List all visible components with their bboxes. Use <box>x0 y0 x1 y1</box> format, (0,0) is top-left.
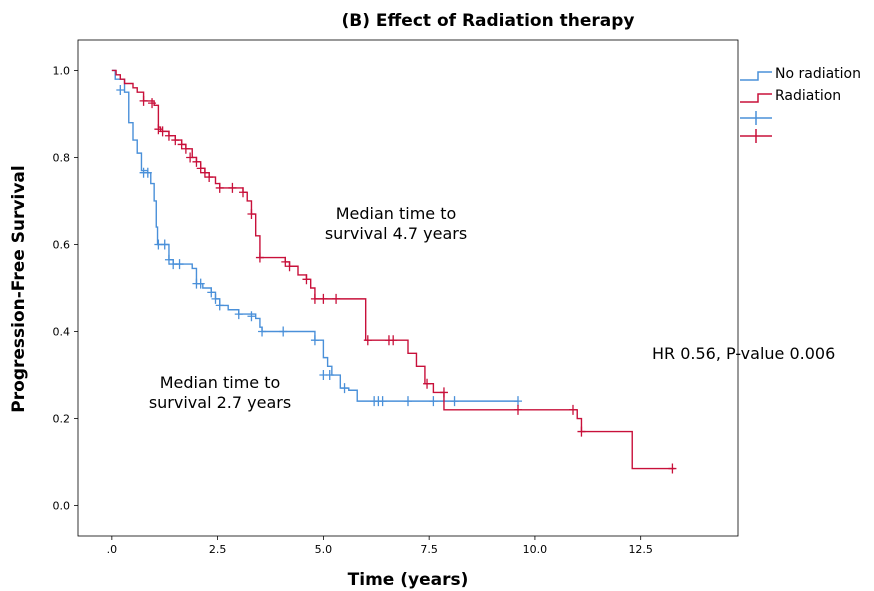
legend-step-symbol-radiation <box>740 93 772 103</box>
y-axis: 0.0 0.2 0.4 0.6 0.8 1.0 <box>53 64 78 513</box>
censor-mark-no-radiation <box>340 383 349 394</box>
censor-mark-no-radiation <box>143 167 152 178</box>
censor-mark-radiation <box>158 126 167 137</box>
censor-mark-no-radiation <box>116 85 125 96</box>
legend-item-radiation: Radiation <box>740 88 841 104</box>
censor-mark-radiation <box>196 163 205 174</box>
x-axis-label: Time (years) <box>348 570 469 590</box>
annotation-line: Median time to <box>336 204 457 223</box>
legend-censored-symbol-radiation <box>740 129 772 143</box>
survival-curve-no-radiation <box>111 69 518 402</box>
censor-mark-no-radiation <box>404 396 412 407</box>
censor-mark-radiation <box>302 274 311 285</box>
annotation-radiation-median: Median time to survival 4.7 years <box>325 204 467 243</box>
series-layer <box>111 69 677 474</box>
censor-mark-radiation <box>164 130 173 141</box>
censor-mark-radiation <box>171 135 180 146</box>
censor-mark-radiation <box>310 293 319 304</box>
censor-mark-radiation <box>200 167 209 178</box>
x-tick-label: 7.5 <box>420 543 438 556</box>
censor-mark-radiation <box>181 143 190 154</box>
censor-mark-radiation <box>192 156 201 167</box>
x-tick-label: 2.5 <box>209 543 227 556</box>
legend: No radiation Radiation <box>740 66 861 143</box>
censor-mark-no-radiation <box>247 311 256 322</box>
legend-item-no-radiation: No radiation <box>740 66 861 82</box>
censor-mark-radiation <box>285 261 294 272</box>
censor-mark-radiation <box>255 252 264 263</box>
censor-mark-radiation <box>569 404 577 415</box>
censor-mark-no-radiation <box>175 259 184 270</box>
censor-mark-no-radiation <box>258 326 267 337</box>
plot-frame <box>77 39 739 537</box>
censor-mark-radiation <box>668 463 677 474</box>
y-tick-label: 0.8 <box>53 151 71 164</box>
censor-mark-radiation <box>281 256 290 267</box>
censor-mark-no-radiation <box>164 254 173 265</box>
y-tick-label: 1.0 <box>53 64 71 77</box>
censor-mark-radiation <box>332 293 341 304</box>
censor-mark-no-radiation <box>279 326 288 337</box>
censor-mark-radiation <box>514 404 522 415</box>
censor-mark-no-radiation <box>211 293 220 304</box>
censor-mark-no-radiation <box>378 396 387 407</box>
y-tick-label: 0.4 <box>53 326 71 339</box>
x-tick-label: .0 <box>107 543 118 556</box>
censor-mark-radiation <box>154 124 163 135</box>
annotation-line: Median time to <box>160 373 281 392</box>
legend-label-no-radiation: No radiation <box>775 66 861 82</box>
censor-mark-no-radiation <box>160 239 169 250</box>
annotation-hazard-ratio: HR 0.56, P-value 0.006 <box>652 344 835 363</box>
censor-mark-no-radiation <box>196 278 205 289</box>
legend-censored-symbol-no-radiation <box>740 111 772 125</box>
censor-mark-radiation <box>228 182 237 193</box>
chart-title: (B) Effect of Radiation therapy <box>342 11 635 31</box>
censor-mark-radiation <box>247 209 256 220</box>
censor-mark-radiation <box>363 335 372 346</box>
censor-mark-radiation <box>439 387 448 398</box>
censor-mark-radiation <box>148 98 157 109</box>
censor-mark-radiation <box>215 182 224 193</box>
x-tick-label: 5.0 <box>315 543 333 556</box>
censor-mark-no-radiation <box>429 396 438 407</box>
annotation-line: survival 2.7 years <box>149 393 291 412</box>
censor-mark-radiation <box>239 187 247 198</box>
y-tick-label: 0.0 <box>53 500 71 513</box>
censor-mark-no-radiation <box>450 396 459 407</box>
censor-mark-radiation <box>186 152 195 163</box>
censor-mark-radiation <box>423 378 432 389</box>
censor-mark-radiation <box>139 95 148 106</box>
legend-step-symbol-no-radiation <box>740 71 772 81</box>
x-axis: .0 2.5 5.0 7.5 10.0 12.5 <box>107 536 653 556</box>
y-axis-label: Progression-Free Survival <box>9 165 29 412</box>
censor-mark-radiation <box>205 172 214 183</box>
y-tick-label: 0.6 <box>53 238 71 251</box>
censor-mark-no-radiation <box>207 287 216 298</box>
censor-mark-no-radiation <box>310 335 319 346</box>
y-tick-label: 0.2 <box>53 413 71 426</box>
legend-label-radiation: Radiation <box>775 88 841 104</box>
censor-mark-radiation <box>319 293 328 304</box>
annotation-line: survival 4.7 years <box>325 224 467 243</box>
x-tick-label: 12.5 <box>628 543 653 556</box>
censor-mark-no-radiation <box>234 309 243 320</box>
censor-mark-radiation <box>577 426 586 437</box>
censor-mark-no-radiation <box>325 370 334 381</box>
censor-mark-radiation <box>177 139 186 150</box>
censor-mark-no-radiation <box>514 396 522 407</box>
censor-mark-radiation <box>389 335 398 346</box>
annotation-no-radiation-median: Median time to survival 2.7 years <box>149 373 291 412</box>
censor-mark-no-radiation <box>215 300 224 311</box>
x-tick-label: 10.0 <box>523 543 548 556</box>
